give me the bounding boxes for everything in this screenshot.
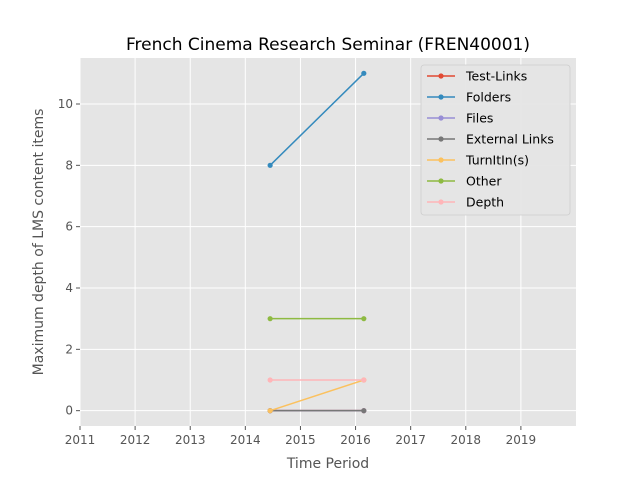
legend-swatch-marker <box>438 178 444 184</box>
series-line-folders <box>269 72 365 166</box>
legend: Test-Links Folders Files External Links Turn… <box>420 64 571 216</box>
x-tick-label: 2012 <box>120 433 151 447</box>
y-tick-label: 4 <box>65 281 73 295</box>
data-point-folders <box>361 70 367 76</box>
legend-label: Depth <box>466 195 504 210</box>
x-tick-label: 2015 <box>285 433 316 447</box>
series-other <box>267 316 367 322</box>
y-tick-label: 6 <box>65 220 73 234</box>
legend-entry-other: Other <box>427 174 502 189</box>
legend-swatch-marker <box>438 199 444 205</box>
x-axis-label: Time Period <box>286 456 369 472</box>
x-tick-label: 2016 <box>340 433 371 447</box>
legend-label: TurnItIn(s) <box>465 153 529 168</box>
legend-label: Folders <box>466 90 511 105</box>
x-tick-label: 2017 <box>395 433 426 447</box>
y-tick-label: 8 <box>65 158 73 172</box>
x-tick-label: 2019 <box>506 433 537 447</box>
series-layer <box>267 70 367 414</box>
legend-swatch-marker <box>438 136 444 142</box>
series-depth <box>267 377 367 383</box>
legend-label: Other <box>466 174 502 189</box>
y-tick-label: 2 <box>65 342 73 356</box>
series-line-turnitin-s <box>269 379 365 412</box>
chart-title: French Cinema Research Seminar (FREN4000… <box>126 35 530 55</box>
legend-swatch-marker <box>438 157 444 163</box>
data-point-other <box>361 316 367 322</box>
y-axis-label: Maximum depth of LMS content items <box>31 109 47 376</box>
legend-entry-turnitin-s: TurnItIn(s) <box>427 153 529 168</box>
y-axis-ticks: 0 2 4 6 8 10 <box>58 97 80 418</box>
grid <box>79 58 576 426</box>
data-point-turnitin-s <box>267 408 273 414</box>
legend-swatch-marker <box>438 73 444 79</box>
data-point-folders <box>267 162 273 168</box>
legend-label: Files <box>466 111 493 126</box>
data-point-external-links <box>361 408 367 414</box>
data-point-other <box>267 316 273 322</box>
data-point-depth <box>267 377 273 383</box>
series-folders <box>267 70 367 168</box>
data-point-depth <box>361 377 367 383</box>
legend-swatch-marker <box>438 94 444 100</box>
legend-label: Test-Links <box>465 69 527 84</box>
legend-entry-test-links: Test-Links <box>427 69 527 84</box>
legend-frame <box>420 64 571 216</box>
x-tick-label: 2011 <box>65 433 96 447</box>
x-tick-label: 2018 <box>451 433 482 447</box>
x-axis-ticks: 2011 2012 2013 2014 2015 2016 2017 2018 2019 <box>65 426 536 447</box>
x-tick-label: 2014 <box>230 433 261 447</box>
legend-entry-folders: Folders <box>427 90 511 105</box>
legend-entry-files: Files <box>427 111 493 126</box>
legend-entry-depth: Depth <box>427 195 504 210</box>
legend-swatch-marker <box>438 115 444 121</box>
legend-entry-external-links: External Links <box>427 132 554 147</box>
legend-label: External Links <box>466 132 554 147</box>
x-tick-label: 2013 <box>175 433 206 447</box>
y-tick-label: 0 <box>65 404 73 418</box>
y-tick-label: 10 <box>58 97 73 111</box>
